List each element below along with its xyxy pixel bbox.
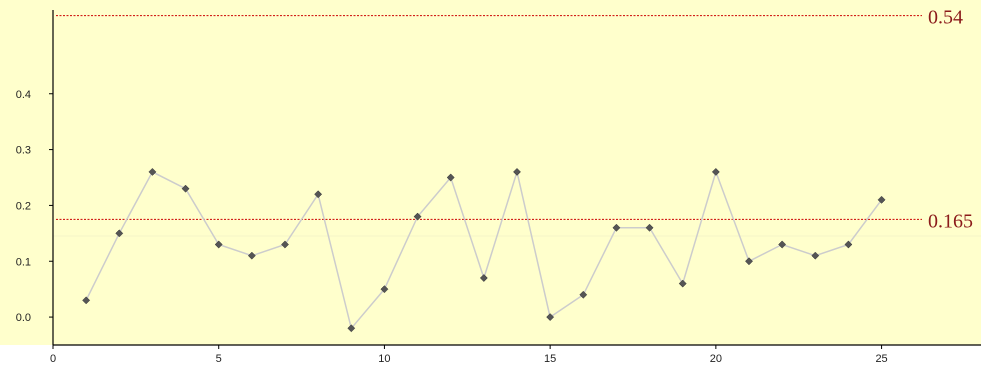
data-point <box>579 290 588 299</box>
x-tick-label: 15 <box>544 353 556 365</box>
x-tick-group: 0 5 10 15 20 25 <box>50 345 888 365</box>
data-point <box>314 190 323 199</box>
y-tick-label: 0.0 <box>16 312 31 324</box>
plot-background <box>0 0 981 345</box>
data-point <box>678 279 687 288</box>
data-point <box>281 240 289 249</box>
y-tick-label: 0.4 <box>16 89 31 101</box>
data-point <box>745 257 753 266</box>
data-point <box>513 167 521 176</box>
x-tick-label: 5 <box>216 353 222 365</box>
y-tick-label: 0.2 <box>16 200 31 212</box>
x-tick-label: 25 <box>875 353 887 365</box>
data-point <box>778 240 787 249</box>
data-point <box>413 212 422 221</box>
data-point <box>546 313 555 322</box>
series-group <box>82 167 886 333</box>
data-point <box>214 240 223 249</box>
x-tick-label: 20 <box>710 353 722 365</box>
data-point <box>148 167 157 176</box>
data-point <box>711 167 720 176</box>
x-tick-label: 10 <box>378 353 390 365</box>
reference-line-label: 0.165 <box>928 210 973 232</box>
y-tick-label: 0.1 <box>16 256 31 268</box>
data-point <box>247 251 256 260</box>
data-point <box>82 296 91 305</box>
reference-line-label: 0.54 <box>928 7 963 29</box>
data-point <box>115 229 124 238</box>
data-point <box>347 324 356 333</box>
data-point <box>645 223 654 232</box>
y-tick-label: 0.3 <box>16 145 31 157</box>
x-tick-label: 0 <box>50 353 56 365</box>
data-point <box>844 240 853 249</box>
data-point <box>877 195 886 204</box>
reference-line-group: 0.54 0.165 <box>56 7 973 232</box>
data-point <box>380 285 389 294</box>
data-point <box>479 274 488 282</box>
data-point <box>181 184 190 193</box>
data-point <box>612 223 621 232</box>
data-point <box>446 173 455 182</box>
data-point <box>811 251 820 260</box>
y-tick-group: 0.0 0.1 0.2 0.3 0.4 <box>16 89 53 324</box>
